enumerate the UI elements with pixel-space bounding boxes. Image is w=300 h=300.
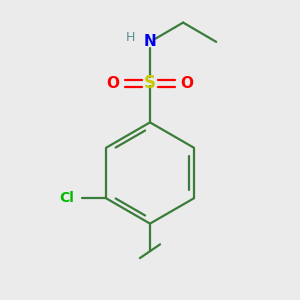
Text: Cl: Cl	[60, 191, 74, 205]
Text: H: H	[126, 31, 135, 44]
Text: S: S	[144, 74, 156, 92]
Text: O: O	[180, 76, 193, 91]
Text: N: N	[144, 34, 156, 50]
Text: O: O	[107, 76, 120, 91]
